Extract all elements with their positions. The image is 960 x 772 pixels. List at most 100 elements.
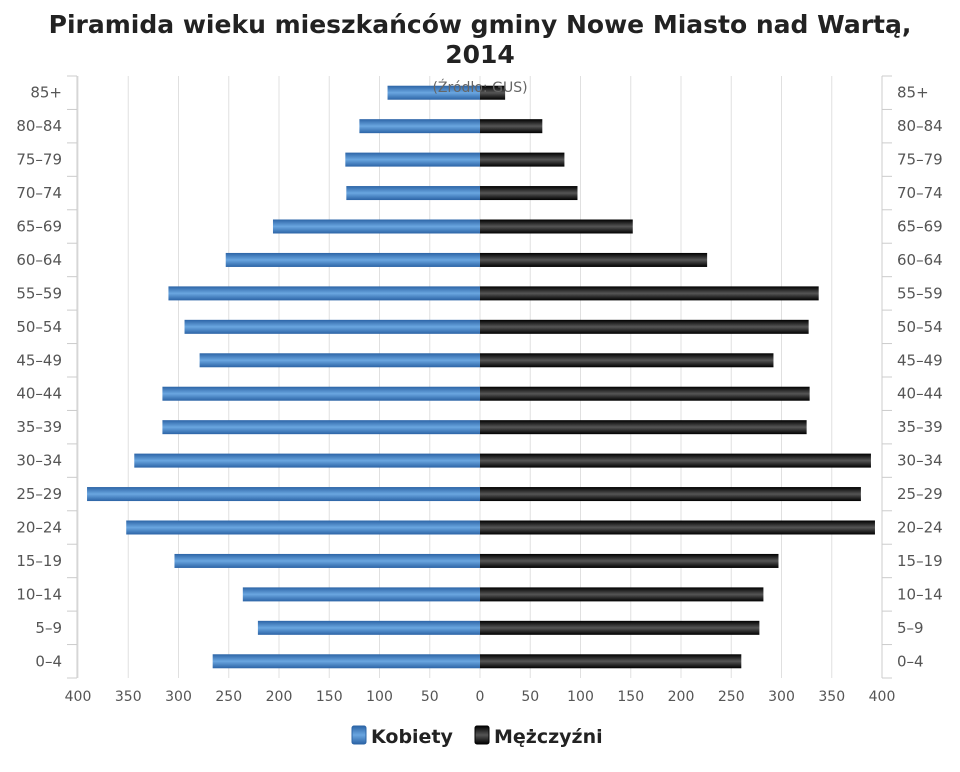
bar-kobiety xyxy=(387,85,480,100)
bar-mezczyzni xyxy=(480,453,871,468)
y-category-label-right: 0–4 xyxy=(897,652,924,670)
legend-label-kobiety: Kobiety xyxy=(371,726,454,748)
bar-mezczyzni xyxy=(480,85,506,100)
y-category-label-right: 55–59 xyxy=(897,284,943,302)
y-category-label-left: 5–9 xyxy=(35,619,62,637)
y-category-label-left: 70–74 xyxy=(16,184,62,202)
chart-title: Piramida wieku mieszkańców gminy Nowe Mi… xyxy=(49,10,912,39)
bar-mezczyzni xyxy=(480,587,764,602)
y-category-label-left: 35–39 xyxy=(16,418,62,436)
bar-kobiety xyxy=(184,319,480,334)
bar-kobiety xyxy=(87,487,481,502)
y-category-label-right: 25–29 xyxy=(897,485,943,503)
y-category-label-left: 65–69 xyxy=(16,218,62,236)
y-category-label-left: 80–84 xyxy=(16,117,62,135)
y-category-label-left: 15–19 xyxy=(16,552,62,570)
x-tick-label: 250 xyxy=(215,689,242,705)
x-tick-label: 100 xyxy=(366,689,393,705)
y-category-label-left: 30–34 xyxy=(16,452,62,470)
bar-mezczyzni xyxy=(480,386,810,401)
x-tick-label: 350 xyxy=(115,689,142,705)
bar-mezczyzni xyxy=(480,553,779,568)
bar-kobiety xyxy=(272,219,480,234)
y-category-label-right: 65–69 xyxy=(897,218,943,236)
y-category-label-left: 40–44 xyxy=(16,385,62,403)
x-tick-label: 200 xyxy=(668,689,695,705)
bar-mezczyzni xyxy=(480,487,861,502)
y-category-label-left: 55–59 xyxy=(16,284,62,302)
bar-mezczyzni xyxy=(480,319,809,334)
x-tick-label: 300 xyxy=(768,689,795,705)
bar-mezczyzni xyxy=(480,186,578,201)
bar-kobiety xyxy=(346,186,480,201)
y-category-label-left: 60–64 xyxy=(16,251,62,269)
chart-title-line2: 2014 xyxy=(445,40,515,69)
bar-kobiety xyxy=(257,620,480,635)
x-tick-label: 400 xyxy=(869,689,896,705)
y-category-label-left: 85+ xyxy=(30,84,62,102)
bar-kobiety xyxy=(225,252,480,267)
bar-mezczyzni xyxy=(480,286,819,301)
y-category-label-left: 75–79 xyxy=(16,151,62,169)
legend: Kobiety Mężczyźni xyxy=(351,725,603,748)
y-category-label-left: 10–14 xyxy=(16,585,62,603)
x-tick-label: 150 xyxy=(617,689,644,705)
x-tick-label: 50 xyxy=(421,689,439,705)
y-category-label-right: 75–79 xyxy=(897,151,943,169)
y-category-label-right: 45–49 xyxy=(897,351,943,369)
x-tick-label: 350 xyxy=(818,689,845,705)
y-category-label-left: 0–4 xyxy=(35,652,62,670)
y-category-label-left: 50–54 xyxy=(16,318,62,336)
y-category-label-left: 45–49 xyxy=(16,351,62,369)
y-category-label-right: 60–64 xyxy=(897,251,943,269)
x-tick-label: 150 xyxy=(316,689,343,705)
y-category-label-right: 5–9 xyxy=(897,619,924,637)
bar-kobiety xyxy=(212,654,481,669)
bar-mezczyzni xyxy=(480,219,633,234)
x-tick-label: 0 xyxy=(476,689,485,705)
bar-mezczyzni xyxy=(480,252,708,267)
legend-label-mezczyzni: Mężczyźni xyxy=(494,726,603,748)
bar-mezczyzni xyxy=(480,654,742,669)
bar-kobiety xyxy=(162,420,481,435)
bars xyxy=(87,85,875,669)
y-category-label-right: 10–14 xyxy=(897,585,943,603)
bar-kobiety xyxy=(174,553,481,568)
x-tick-label: 250 xyxy=(718,689,745,705)
bar-kobiety xyxy=(126,520,481,535)
y-category-label-right: 15–19 xyxy=(897,552,943,570)
bar-mezczyzni xyxy=(480,620,760,635)
bar-mezczyzni xyxy=(480,353,774,368)
y-category-label-right: 40–44 xyxy=(897,385,943,403)
y-category-label-right: 20–24 xyxy=(897,519,943,537)
y-category-label-right: 70–74 xyxy=(897,184,943,202)
bar-kobiety xyxy=(242,587,480,602)
bar-kobiety xyxy=(359,119,480,134)
x-tick-label: 50 xyxy=(521,689,539,705)
bar-kobiety xyxy=(168,286,480,301)
x-tick-label: 300 xyxy=(165,689,192,705)
y-category-label-left: 20–24 xyxy=(16,519,62,537)
x-tick-label: 100 xyxy=(567,689,594,705)
x-tick-label: 200 xyxy=(266,689,293,705)
chart-subtitle: (Źródło: GUS) xyxy=(432,78,527,96)
bar-kobiety xyxy=(134,453,480,468)
axes: 400 350 300 250 200 150 100 50 0 50 100 150 200 250 30… xyxy=(16,75,943,705)
legend-swatch-kobiety xyxy=(351,725,367,745)
bar-mezczyzni xyxy=(480,152,565,167)
bar-mezczyzni xyxy=(480,119,543,134)
y-category-label-right: 80–84 xyxy=(897,117,943,135)
legend-swatch-mezczyzni xyxy=(474,725,490,745)
y-category-label-right: 85+ xyxy=(897,84,929,102)
y-category-label-right: 50–54 xyxy=(897,318,943,336)
x-tick-label: 400 xyxy=(65,689,92,705)
bar-kobiety xyxy=(162,386,481,401)
y-category-label-left: 25–29 xyxy=(16,485,62,503)
bar-mezczyzni xyxy=(480,520,875,535)
bar-kobiety xyxy=(345,152,480,167)
bar-mezczyzni xyxy=(480,420,807,435)
y-category-label-right: 35–39 xyxy=(897,418,943,436)
bar-kobiety xyxy=(199,353,481,368)
y-category-label-right: 30–34 xyxy=(897,452,943,470)
